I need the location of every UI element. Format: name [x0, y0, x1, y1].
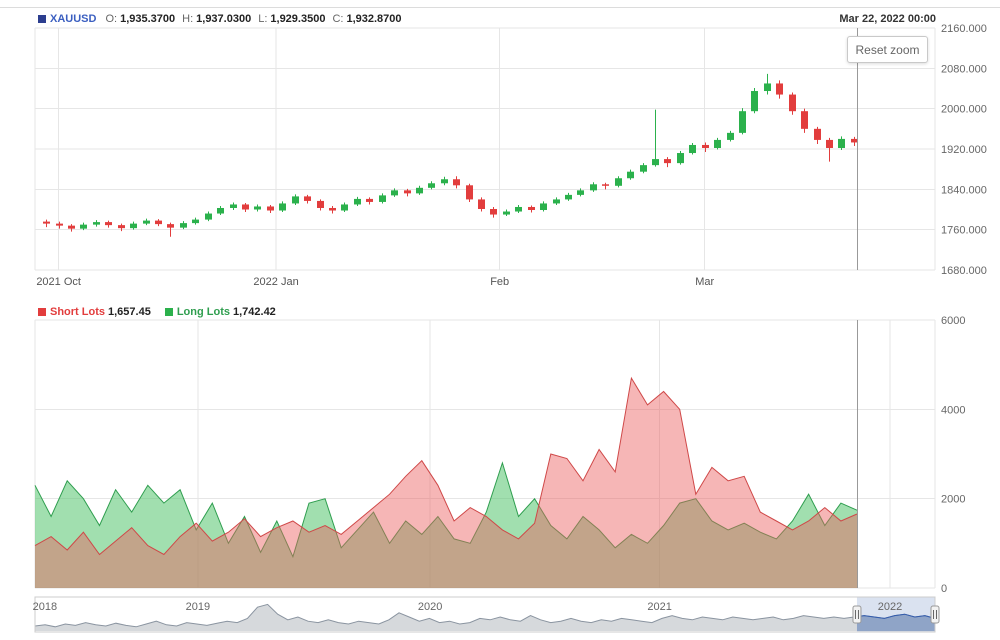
svg-text:0: 0 — [941, 583, 947, 595]
price-grid: 2160.000 2080.000 2000.000 1920.000 1840.000… — [34, 23, 987, 288]
price-series-marker-icon — [38, 15, 46, 23]
high-value: 1,937.0300 — [196, 13, 252, 25]
page-divider — [0, 7, 1000, 8]
svg-text:2019: 2019 — [186, 601, 210, 613]
svg-text:1920.000: 1920.000 — [941, 144, 987, 156]
navigator[interactable]: 2018 2019 2020 2021 2022 — [33, 596, 940, 633]
svg-text:1760.000: 1760.000 — [941, 225, 987, 237]
svg-text:4000: 4000 — [941, 404, 965, 416]
long-lots-label: Long Lots — [176, 306, 230, 318]
svg-text:1680.000: 1680.000 — [941, 265, 987, 277]
price-legend[interactable]: XAUUSD O: 1,935.3700 H: 1,937.0300 L: 1,… — [38, 13, 402, 25]
low-label: L: — [258, 13, 268, 25]
short-lots-marker-icon — [38, 308, 46, 316]
short-lots-series[interactable] — [34, 376, 858, 588]
open-label: O: — [105, 13, 118, 25]
short-lots-label: Short Lots — [50, 306, 105, 318]
navigator-handle-left[interactable] — [852, 605, 862, 624]
short-lots-value: 1,657.45 — [108, 306, 151, 318]
chart-datetime: Mar 22, 2022 00:00 — [839, 13, 936, 25]
long-lots-series[interactable] — [34, 461, 858, 588]
svg-text:6000: 6000 — [941, 315, 965, 327]
svg-text:Mar: Mar — [695, 276, 714, 288]
svg-text:2020: 2020 — [418, 601, 442, 613]
svg-text:2022: 2022 — [878, 601, 902, 613]
close-label: C: — [332, 13, 344, 25]
high-label: H: — [182, 13, 194, 25]
navigator-selection[interactable] — [856, 597, 935, 632]
lots-legend[interactable]: Short Lots 1,657.45 Long Lots 1,742.42 — [38, 306, 276, 318]
svg-text:2160.000: 2160.000 — [941, 23, 987, 35]
svg-text:2021 Oct: 2021 Oct — [36, 276, 81, 288]
long-lots-marker-icon — [164, 308, 173, 316]
svg-text:2000: 2000 — [941, 494, 965, 506]
svg-text:2021: 2021 — [647, 601, 671, 613]
svg-text:2080.000: 2080.000 — [941, 63, 987, 75]
long-lots-value: 1,742.42 — [232, 306, 276, 318]
open-value: 1,935.3700 — [120, 13, 176, 25]
low-value: 1,929.3500 — [270, 13, 326, 25]
svg-text:Feb: Feb — [490, 276, 509, 288]
svg-text:2000.000: 2000.000 — [941, 104, 987, 116]
svg-text:1840.000: 1840.000 — [941, 184, 987, 196]
svg-text:2018: 2018 — [33, 601, 57, 613]
symbol-label: XAUUSD — [50, 13, 97, 25]
reset-zoom-button[interactable]: Reset zoom — [847, 36, 928, 63]
navigator-handle-right[interactable] — [930, 605, 940, 624]
candlestick-series[interactable] — [43, 73, 858, 237]
svg-text:2022 Jan: 2022 Jan — [253, 276, 298, 288]
close-value: 1,932.8700 — [346, 13, 402, 25]
